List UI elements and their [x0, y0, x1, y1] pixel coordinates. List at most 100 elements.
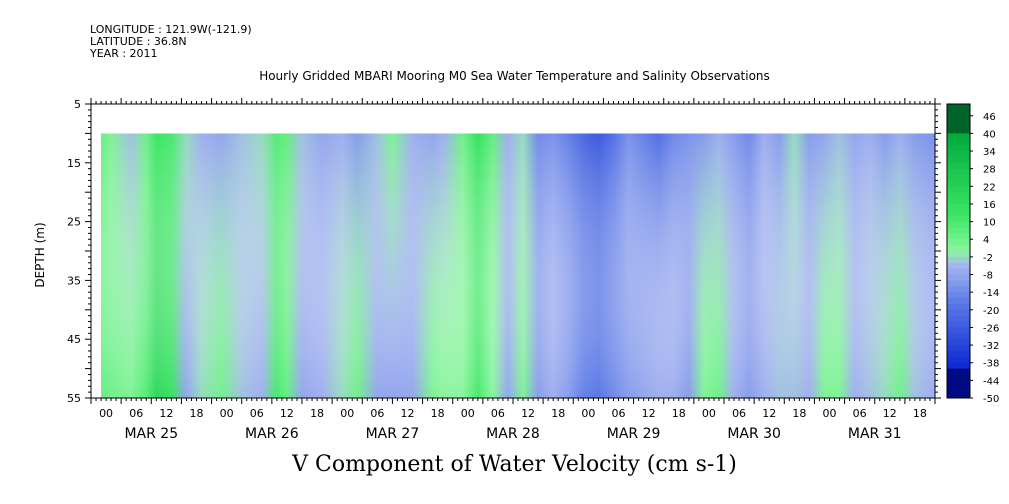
colorbar-bin	[947, 227, 970, 234]
colorbar-bin	[947, 298, 970, 305]
x-tick-label: 00	[461, 407, 475, 420]
colorbar-bin	[947, 309, 970, 317]
y-tick-label: 25	[67, 216, 81, 229]
colorbar-bin	[947, 292, 970, 299]
colorbar-bin	[947, 339, 970, 346]
day-label: MAR 29	[607, 426, 661, 442]
colorbar-label: -14	[983, 288, 999, 299]
day-label: MAR 31	[848, 426, 902, 442]
x-tick-label: 12	[401, 407, 415, 420]
colorbar-bin	[947, 104, 970, 111]
colorbar-label: 28	[983, 165, 996, 176]
y-tick-label: 45	[67, 333, 81, 346]
latitude-label: LATITUDE : 36.8N	[90, 35, 187, 48]
colorbar-label: -44	[983, 376, 999, 387]
day-label: MAR 30	[727, 426, 781, 442]
day-label: MAR 25	[124, 426, 178, 442]
colorbar-bin	[947, 274, 970, 281]
x-tick-label: 18	[792, 407, 806, 420]
colorbar-bin	[947, 251, 970, 258]
x-tick-label: 00	[823, 407, 837, 420]
x-tick-label: 06	[129, 407, 143, 420]
colorbar-label: -38	[983, 359, 999, 370]
x-tick-label: 12	[159, 407, 173, 420]
y-tick-label: 15	[67, 157, 81, 170]
colorbar-bin	[947, 156, 970, 164]
colorbar-label: -8	[983, 271, 993, 282]
colorbar-bin	[947, 192, 970, 199]
x-tick-label: 06	[491, 407, 505, 420]
colorbar-bin	[947, 198, 970, 205]
x-tick-label: 06	[732, 407, 746, 420]
x-tick-label: 12	[642, 407, 656, 420]
colorbar-label: 4	[983, 235, 989, 246]
colorbar-bin	[947, 215, 970, 223]
colorbar-bin	[947, 333, 970, 340]
colorbar-label: 34	[983, 147, 996, 158]
colorbar-bin	[947, 115, 970, 123]
colorbar-bin	[947, 262, 970, 270]
colorbar-bin	[947, 233, 970, 240]
colorbar-bin	[947, 386, 970, 393]
x-tick-label: 18	[913, 407, 927, 420]
x-tick-label: 06	[250, 407, 264, 420]
colorbar-bin	[947, 356, 970, 364]
colorbar-bin	[947, 368, 970, 375]
x-tick-label: 18	[551, 407, 565, 420]
colorbar-bin	[947, 133, 970, 140]
x-tick-label: 00	[99, 407, 113, 420]
colorbar-bin	[947, 145, 970, 152]
colorbar-bin	[947, 168, 970, 176]
x-tick-label: 18	[431, 407, 445, 420]
colorbar-bin	[947, 239, 970, 246]
colorbar-bin	[947, 280, 970, 287]
colorbar-bin	[947, 303, 970, 311]
x-tick-label: 06	[853, 407, 867, 420]
x-tick-label: 00	[581, 407, 595, 420]
colorbar-label: 22	[983, 182, 996, 193]
y-tick-label: 35	[67, 274, 81, 287]
colorbar-bin	[947, 203, 970, 211]
day-label: MAR 28	[486, 426, 540, 442]
colorbar-bin	[947, 345, 970, 352]
colorbar-label: -50	[983, 394, 999, 405]
colorbar-label: 10	[983, 218, 996, 229]
colorbar-bin	[947, 245, 970, 252]
colorbar-label: -26	[983, 323, 999, 334]
colorbar-bin	[947, 174, 970, 181]
x-tick-label: 18	[190, 407, 204, 420]
x-tick-label: 12	[280, 407, 294, 420]
colorbar-label: -2	[983, 253, 993, 264]
colorbar-label: -32	[983, 341, 999, 352]
colorbar-bin	[947, 162, 970, 170]
heatmap-lower-layer	[101, 133, 936, 398]
colorbar-label: 16	[983, 200, 996, 211]
x-tick-label: 12	[762, 407, 776, 420]
colorbar-bin	[947, 127, 970, 134]
x-tick-label: 12	[883, 407, 897, 420]
colorbar-bin	[947, 221, 970, 228]
y-tick-label: 5	[74, 98, 81, 111]
x-tick-label: 00	[220, 407, 234, 420]
colorbar-bin	[947, 121, 970, 129]
y-tick-label: 55	[67, 392, 81, 405]
x-tick-label: 00	[340, 407, 354, 420]
year-label: YEAR : 2011	[90, 47, 158, 60]
x-tick-label: 00	[702, 407, 716, 420]
colorbar-bin	[947, 315, 970, 323]
colorbar-bin	[947, 109, 970, 117]
colorbar-bin	[947, 380, 970, 387]
colorbar-bin	[947, 180, 970, 187]
colorbar-label: -20	[983, 306, 999, 317]
colorbar-frame	[946, 103, 971, 399]
colorbar-bin	[947, 139, 970, 146]
colorbar-bin	[947, 392, 970, 399]
x-tick-label: 06	[612, 407, 626, 420]
colorbar-label: 40	[983, 129, 996, 140]
y-axis-title: DEPTH (m)	[33, 222, 47, 288]
x-tick-label: 12	[521, 407, 535, 420]
colorbar-bin	[947, 321, 970, 328]
day-label: MAR 26	[245, 426, 299, 442]
colorbar-bin	[947, 268, 970, 276]
longitude-label: LONGITUDE : 121.9W(-121.9)	[90, 23, 252, 36]
